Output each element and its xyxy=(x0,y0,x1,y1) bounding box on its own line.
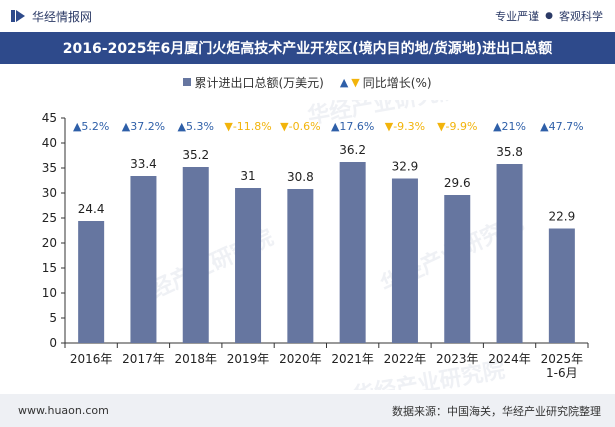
slogan: 专业严谨 ● 客观科学 xyxy=(495,8,615,24)
y-tick-label: 30 xyxy=(42,186,57,200)
footer-source: 数据来源：中国海关，华经产业研究院整理 xyxy=(392,404,601,418)
slogan-tag-2: 客观科学 xyxy=(559,10,603,23)
y-tick-label: 0 xyxy=(49,336,57,350)
growth-label: ▼-11.8% xyxy=(224,120,271,133)
top-bar: 华经情报网 专业严谨 ● 客观科学 xyxy=(0,0,615,32)
x-tick-label: 2021年 xyxy=(331,352,374,366)
growth-label: ▲5.2% xyxy=(73,120,109,133)
bullet-icon: ● xyxy=(545,11,553,21)
data-bar xyxy=(235,188,262,343)
up-triangle-icon: ▲ xyxy=(339,75,349,89)
growth-label: ▲5.3% xyxy=(178,120,214,133)
legend-label-growth: 同比增长(%) xyxy=(362,75,432,90)
data-bar xyxy=(182,167,209,343)
x-tick-label: 2020年 xyxy=(279,352,322,366)
x-tick-label: 2023年 xyxy=(436,352,479,366)
x-tick-label: 2024年 xyxy=(488,352,531,366)
bar-value-label: 30.8 xyxy=(287,170,314,184)
growth-label: ▼-9.3% xyxy=(385,120,425,133)
growth-label: ▲47.7% xyxy=(540,120,583,133)
down-triangle-icon: ▼ xyxy=(351,75,360,89)
data-bar xyxy=(287,189,314,343)
x-tick-label: 2018年 xyxy=(174,352,217,366)
data-bar xyxy=(444,195,471,343)
bar-value-label: 36.2 xyxy=(339,143,366,157)
data-bar xyxy=(496,164,523,343)
chart-legend: 累计进出口总额(万美元) ▲ ▼ 同比增长(%) xyxy=(0,72,615,92)
bar-value-label: 31 xyxy=(240,169,255,183)
brand: 华经情报网 xyxy=(0,8,92,25)
footer: www.huaon.com 数据来源：中国海关，华经产业研究院整理 xyxy=(0,394,615,427)
chart-title: 2016-2025年6月厦门火炬高技术产业开发区(境内目的地/货源地)进出口总额 xyxy=(62,41,553,57)
bar-value-label: 24.4 xyxy=(78,202,105,216)
legend-label-total: 累计进出口总额(万美元) xyxy=(194,75,324,90)
data-bar xyxy=(78,221,105,343)
growth-label: ▼-0.6% xyxy=(280,120,320,133)
x-tick-label: 2016年 xyxy=(70,352,113,366)
brand-logo-icon xyxy=(11,10,25,22)
x-tick-label: 2022年 xyxy=(384,352,427,366)
data-bar xyxy=(548,228,575,343)
brand-name: 华经情报网 xyxy=(32,9,93,24)
bar-value-label: 35.8 xyxy=(496,145,523,159)
x-tick-label: 2025年 1-6月 xyxy=(541,352,584,380)
legend-item-total: 累计进出口总额(万美元) xyxy=(183,74,324,91)
bar-value-label: 33.4 xyxy=(130,157,157,171)
y-tick-label: 20 xyxy=(42,236,57,250)
bar-value-label: 32.9 xyxy=(392,160,419,174)
y-tick-label: 40 xyxy=(42,136,57,150)
y-tick-label: 5 xyxy=(49,311,57,325)
y-tick-label: 25 xyxy=(42,211,57,225)
y-tick-label: 45 xyxy=(42,111,57,125)
growth-label: ▲17.6% xyxy=(331,120,374,133)
x-tick-label: 2019年 xyxy=(227,352,270,366)
data-bar xyxy=(391,178,418,343)
data-bar xyxy=(339,162,366,343)
legend-swatch-bar xyxy=(183,78,192,86)
growth-label: ▼-9.9% xyxy=(437,120,477,133)
bar-value-label: 35.2 xyxy=(182,148,209,162)
bar-chart: 华经产业研究院华经产业研究院华经产业研究院华经产业研究院 05101520253… xyxy=(42,100,589,390)
y-tick-label: 35 xyxy=(42,161,57,175)
legend-item-growth: ▲ ▼ 同比增长(%) xyxy=(340,74,432,91)
x-tick-label: 2017年 xyxy=(122,352,165,366)
watermark-text: 华经产业研究院 xyxy=(351,357,507,390)
data-bar xyxy=(130,176,157,343)
growth-label: ▲21% xyxy=(493,120,526,133)
bar-value-label: 29.6 xyxy=(444,176,471,190)
slogan-tag-1: 专业严谨 xyxy=(495,10,540,23)
growth-label: ▲37.2% xyxy=(122,120,165,133)
y-tick-label: 10 xyxy=(42,286,57,300)
bar-value-label: 22.9 xyxy=(548,210,575,224)
y-tick-label: 15 xyxy=(42,261,57,275)
footer-url: www.huaon.com xyxy=(18,404,109,417)
chart-title-bar: 2016-2025年6月厦门火炬高技术产业开发区(境内目的地/货源地)进出口总额 xyxy=(0,32,615,64)
